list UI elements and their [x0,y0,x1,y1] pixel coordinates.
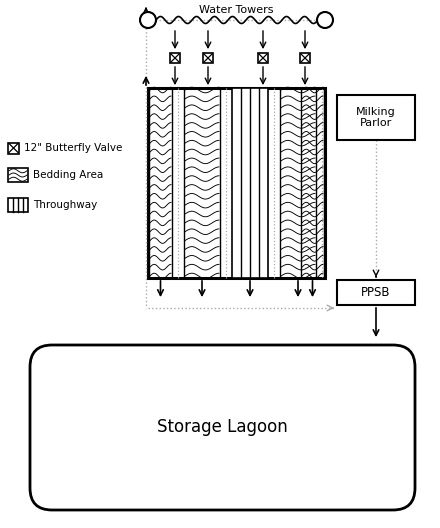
Text: Bedding Area: Bedding Area [33,170,103,180]
Bar [258,53,268,63]
Bar [280,88,316,278]
Bar [184,88,220,278]
FancyBboxPatch shape [30,345,415,510]
Text: Milking
Parlor: Milking Parlor [356,107,396,128]
Bar [8,198,28,212]
Text: Water Towers: Water Towers [199,5,274,15]
Bar [170,53,180,63]
Text: Storage Lagoon: Storage Lagoon [157,419,288,437]
Bar [203,53,213,63]
Bar [149,88,172,278]
Bar [8,143,19,154]
Bar [8,168,28,182]
Text: Throughway: Throughway [33,200,97,210]
Bar [337,280,415,305]
Bar [232,88,268,278]
Bar [301,88,324,278]
Text: PPSB: PPSB [361,286,391,299]
Circle shape [140,12,156,28]
Bar [148,88,325,278]
Bar [337,95,415,140]
Text: 12" Butterfly Valve: 12" Butterfly Valve [24,143,122,153]
Circle shape [317,12,333,28]
Bar [300,53,310,63]
